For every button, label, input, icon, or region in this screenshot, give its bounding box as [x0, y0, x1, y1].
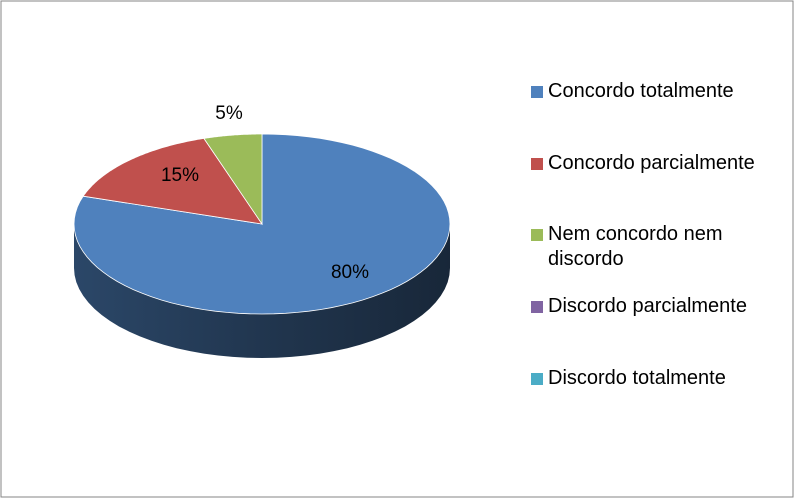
legend-swatch — [531, 373, 543, 385]
legend-label: Concordo parcialmente — [548, 152, 755, 174]
legend-swatch — [531, 301, 543, 313]
data-label: 5% — [215, 103, 243, 124]
pie-slice — [203, 133, 263, 226]
legend-label: Discordo totalmente — [548, 367, 726, 389]
legend-swatch — [531, 158, 543, 170]
pie-slice-side — [74, 224, 450, 358]
pie-slice — [82, 137, 263, 225]
data-label: 80% — [331, 262, 369, 283]
data-label: 15% — [161, 165, 199, 186]
legend-swatch — [531, 86, 543, 98]
legend-label: Concordo totalmente — [548, 80, 734, 102]
legend-label: Nem concordo nem discordo — [548, 223, 723, 270]
legend-swatch — [531, 229, 543, 241]
legend-label: Discordo parcialmente — [548, 295, 747, 317]
